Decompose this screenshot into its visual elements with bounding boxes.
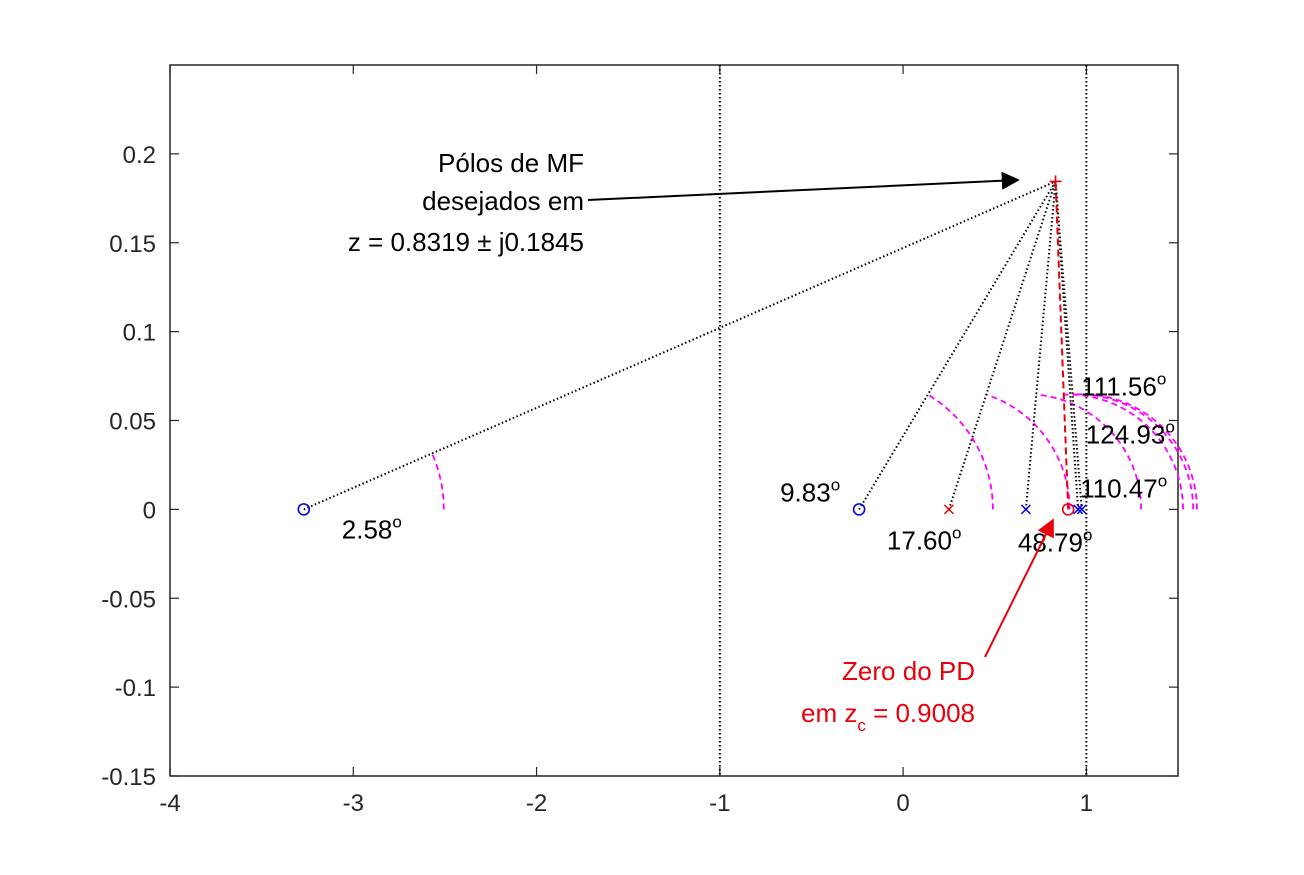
zero-marker (297, 503, 311, 516)
y-tick-label: 0.2 (123, 142, 156, 169)
annotation-poles-line2: desejados em (422, 186, 584, 216)
x-tick-label: 1 (1080, 790, 1093, 817)
angle-label: 9.83o (780, 475, 840, 507)
angle-arc (985, 393, 1071, 510)
angle-arc (1070, 393, 1195, 510)
annotation-poles-line1: Pólos de MF (438, 148, 584, 178)
axis-ticks: -4 -3 -2 -1 0 1 -0.15 -0.1 -0.05 0 0.05 0.1 0.15 0.2 (101, 65, 1178, 817)
x-tick-label: -3 (343, 790, 364, 817)
angle-label: 124.93o (1086, 417, 1175, 449)
x-tick-label: -2 (526, 790, 547, 817)
stability-boundary-lines (718, 65, 1088, 776)
angle-ray (947, 181, 1057, 510)
annotation-zero-line2: em zc = 0.9008 (801, 698, 975, 735)
axes-box (169, 64, 1179, 777)
annotation-zero-line2-prefix: em z (801, 698, 857, 728)
x-tick-label: -1 (709, 790, 730, 817)
annotation-zero-line1: Zero do PD (842, 656, 975, 686)
angle-arc (1036, 393, 1143, 510)
y-tick-label: 0.15 (109, 231, 156, 258)
angle-label: 48.79o (1018, 525, 1093, 557)
y-tick-label: -0.15 (101, 764, 156, 791)
y-tick-label: -0.1 (115, 675, 156, 702)
pole-zero-markers (297, 175, 1087, 516)
angle-ray (303, 180, 1056, 511)
angle-arc (1063, 393, 1184, 510)
angle-arcs (431, 393, 1198, 510)
pole-marker (1076, 504, 1087, 515)
angle-label: 110.47o (1080, 471, 1167, 503)
angle-ray (1024, 181, 1057, 510)
x-tick-label: -4 (159, 790, 180, 817)
annotation-zero-arrow (984, 518, 1054, 658)
desired-poles-annotation: Pólos de MF desejados em z = 0.8319 ± j0… (348, 148, 1020, 257)
annotation-zero-line2-sub: c (857, 716, 866, 735)
y-tick-label: -0.05 (101, 586, 156, 613)
angle-ray (1054, 181, 1080, 510)
pole-marker (1073, 504, 1084, 515)
angle-rays (303, 180, 1083, 511)
controller-zero-marker (1061, 503, 1075, 516)
zero-marker (852, 503, 866, 516)
y-tick-label: 0.05 (109, 409, 156, 436)
y-tick-label: 0 (143, 497, 156, 524)
annotation-poles-arrow (587, 171, 1020, 201)
pole-marker (1020, 504, 1031, 515)
angle-arc (927, 393, 994, 510)
angle-labels: 2.58o 9.83o 17.60o 48.79o 110.47o 124.93o 111.… (342, 369, 1175, 557)
annotation-poles-line3: z = 0.8319 ± j0.1845 (348, 227, 584, 257)
controller-zero-annotation: Zero do PD em zc = 0.9008 (801, 518, 1054, 735)
pole-marker (943, 504, 954, 515)
y-tick-label: 0.1 (123, 320, 156, 347)
angle-label: 2.58o (342, 512, 402, 544)
x-tick-label: 0 (896, 790, 909, 817)
angle-ray (1054, 181, 1083, 510)
angle-arc (1072, 393, 1198, 510)
angle-arc (431, 453, 445, 510)
desired-pole-marker (1049, 175, 1062, 188)
angle-label: 17.60o (887, 523, 962, 555)
annotation-zero-line2-suffix: = 0.9008 (866, 698, 975, 728)
angle-label: 111.56o (1081, 369, 1166, 401)
